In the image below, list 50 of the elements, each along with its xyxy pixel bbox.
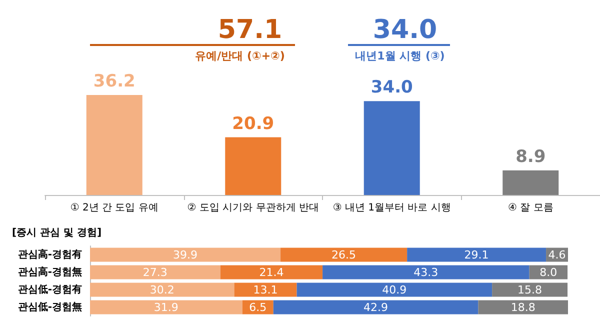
y-tick-label: 관심低-경험有 bbox=[18, 283, 82, 296]
y-tick-label: 관심高-경험無 bbox=[18, 266, 82, 278]
y-tick-label: 관심低-경험無 bbox=[18, 300, 82, 313]
x-tick-label: ② 도입 시기와 무관하게 반대 bbox=[187, 202, 319, 214]
x-tick-label: ① 2년 간 도입 유예 bbox=[70, 202, 158, 214]
bar bbox=[90, 265, 220, 280]
data-label: 6.5 bbox=[249, 300, 267, 314]
data-label: 34.0 bbox=[370, 78, 414, 98]
data-label: 20.9 bbox=[232, 114, 274, 134]
y-tick-label: 관심高-경험有 bbox=[18, 248, 82, 260]
data-label: 42.9 bbox=[364, 300, 388, 314]
bar bbox=[502, 170, 559, 195]
bar bbox=[296, 282, 492, 297]
data-label: 30.2 bbox=[150, 283, 174, 296]
text: 유예/반대 (①+②) bbox=[195, 50, 285, 62]
bar bbox=[273, 300, 478, 314]
data-label: 26.5 bbox=[332, 248, 356, 262]
data-label: 43.3 bbox=[414, 266, 438, 279]
text: 내년1월 시행 (③) bbox=[355, 50, 445, 62]
bar bbox=[364, 101, 420, 195]
bar bbox=[280, 248, 408, 262]
bar bbox=[225, 137, 282, 195]
data-label: 31.9 bbox=[154, 300, 178, 314]
bar bbox=[407, 248, 546, 262]
data-label: 4.6 bbox=[548, 248, 566, 262]
x-tick-label: ④ 잘 모름 bbox=[508, 202, 554, 214]
data-label: 40.9 bbox=[382, 283, 407, 296]
x-tick-label: ③ 내년 1월부터 바로 시행 bbox=[332, 202, 451, 214]
bar bbox=[322, 265, 530, 280]
bar bbox=[90, 300, 242, 314]
data-label: 21.4 bbox=[259, 266, 284, 279]
data-label: 36.2 bbox=[93, 72, 136, 92]
data-label: 13.1 bbox=[253, 283, 278, 296]
bar bbox=[90, 282, 234, 297]
data-label: 29.1 bbox=[464, 248, 489, 262]
text: 57.1 bbox=[218, 15, 282, 45]
data-label: 27.3 bbox=[142, 266, 168, 279]
text: 34.0 bbox=[372, 15, 438, 45]
chart-title: [증시 관심 및 경험] bbox=[12, 228, 102, 238]
bar bbox=[220, 265, 323, 280]
bar bbox=[478, 300, 568, 314]
bar bbox=[234, 282, 297, 297]
data-label: 39.9 bbox=[173, 248, 198, 262]
data-label: 8.9 bbox=[516, 146, 546, 167]
bar bbox=[86, 95, 142, 195]
data-label: 18.8 bbox=[510, 300, 536, 314]
data-label: 8.0 bbox=[540, 266, 558, 279]
bar bbox=[492, 282, 568, 297]
data-label: 15.8 bbox=[518, 283, 542, 296]
bar bbox=[90, 248, 281, 262]
